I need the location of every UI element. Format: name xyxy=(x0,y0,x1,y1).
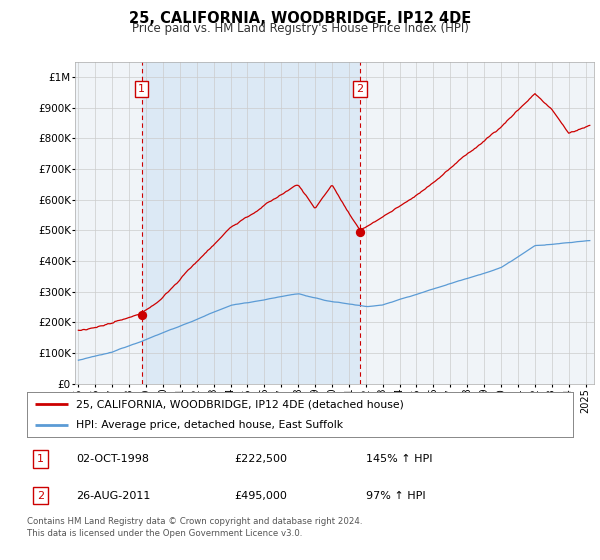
Text: HPI: Average price, detached house, East Suffolk: HPI: Average price, detached house, East… xyxy=(76,419,343,430)
Text: 97% ↑ HPI: 97% ↑ HPI xyxy=(365,491,425,501)
Text: 2: 2 xyxy=(37,491,44,501)
Point xyxy=(137,311,146,320)
Text: £495,000: £495,000 xyxy=(235,491,287,501)
Text: 25, CALIFORNIA, WOODBRIDGE, IP12 4DE: 25, CALIFORNIA, WOODBRIDGE, IP12 4DE xyxy=(129,11,471,26)
Text: Contains HM Land Registry data © Crown copyright and database right 2024.: Contains HM Land Registry data © Crown c… xyxy=(27,517,362,526)
Text: £222,500: £222,500 xyxy=(235,454,287,464)
Bar xyxy=(142,62,360,384)
Text: 1: 1 xyxy=(138,84,145,94)
Text: 02-OCT-1998: 02-OCT-1998 xyxy=(76,454,149,464)
Text: 25, CALIFORNIA, WOODBRIDGE, IP12 4DE (detached house): 25, CALIFORNIA, WOODBRIDGE, IP12 4DE (de… xyxy=(76,399,404,409)
Text: 2: 2 xyxy=(356,84,364,94)
Text: 26-AUG-2011: 26-AUG-2011 xyxy=(76,491,151,501)
Text: Price paid vs. HM Land Registry's House Price Index (HPI): Price paid vs. HM Land Registry's House … xyxy=(131,22,469,35)
Text: 145% ↑ HPI: 145% ↑ HPI xyxy=(365,454,432,464)
Text: 1: 1 xyxy=(37,454,44,464)
Text: This data is licensed under the Open Government Licence v3.0.: This data is licensed under the Open Gov… xyxy=(27,529,302,538)
Point xyxy=(355,227,365,236)
